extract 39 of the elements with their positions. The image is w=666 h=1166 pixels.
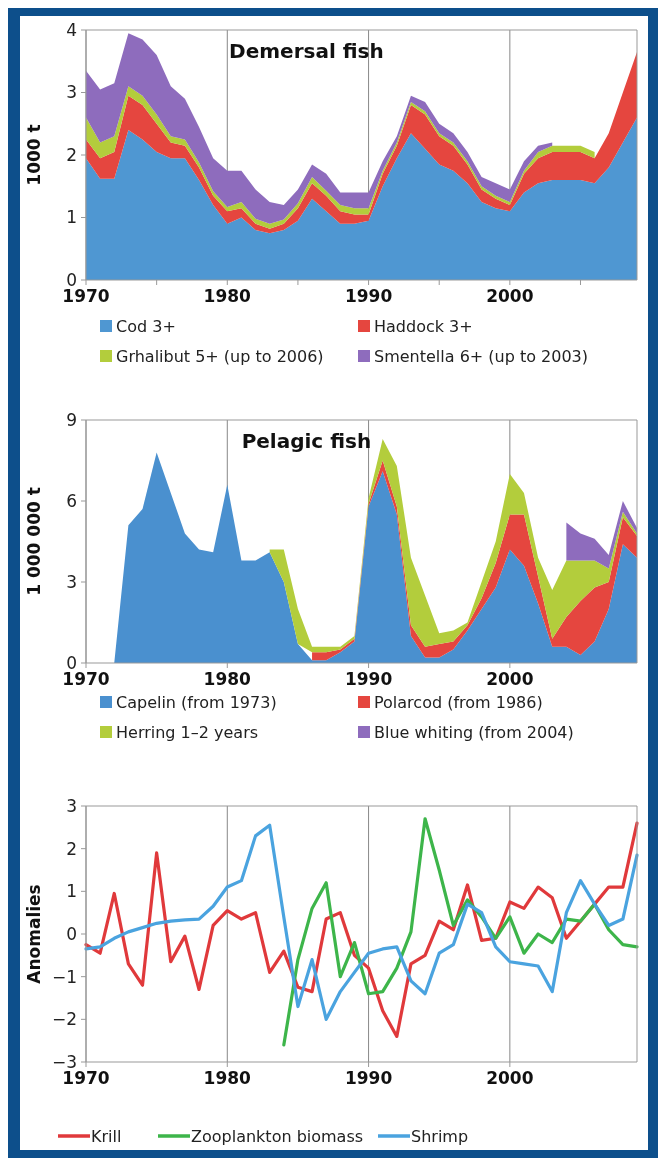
legend-label: Krill (91, 1126, 122, 1146)
legend-label: Grhalibut 5+ (up to 2006) (116, 346, 324, 366)
y-tick-label: −1 (51, 966, 77, 987)
legend-label: Capelin (from 1973) (116, 692, 277, 712)
text: Demersal fish (229, 39, 384, 63)
x-tick-label: 2000 (486, 669, 534, 689)
legend-label: Herring 1–2 years (116, 722, 259, 742)
legend-label: Shrimp (411, 1126, 469, 1146)
y-tick-label: 2 (66, 838, 77, 859)
y-tick-label: 3 (66, 571, 77, 592)
legend-label: Haddock 3+ (374, 316, 473, 336)
y-tick-label: 2 (66, 144, 77, 165)
y-tick-label: 9 (66, 409, 77, 430)
y-axis-title: Anomalies (24, 884, 44, 984)
x-tick-label: 1990 (344, 1068, 393, 1088)
legend-label: Zooplankton biomass (191, 1126, 364, 1146)
y-tick-label: −2 (51, 1009, 77, 1030)
x-tick-label: 1980 (203, 669, 252, 689)
text: Pelagic fish (241, 429, 372, 453)
legend-label: Polarcod (from 1986) (374, 692, 543, 712)
legend-label: Smentella 6+ (up to 2003) (374, 346, 589, 366)
y-axis-title: 1 000 000 t (24, 487, 44, 596)
y-axis-title: 1000 t (24, 124, 44, 186)
x-tick-label: 2000 (486, 1068, 534, 1088)
y-tick-label: 3 (66, 82, 77, 103)
y-tick-label: 0 (66, 923, 77, 944)
y-tick-label: 1 (66, 207, 77, 228)
legend-label: Cod 3+ (116, 316, 176, 336)
y-tick-label: 3 (66, 795, 77, 816)
x-tick-label: 2000 (486, 286, 534, 306)
legend-label: Blue whiting (from 2004) (374, 722, 574, 742)
x-tick-label: 1990 (344, 669, 393, 689)
line-series (282, 817, 639, 1047)
y-tick-label: 1 (66, 881, 77, 902)
x-tick-label: 1980 (203, 286, 252, 306)
x-tick-label: 1980 (203, 1068, 252, 1088)
x-tick-label: 1990 (344, 286, 393, 306)
y-tick-label: 4 (66, 19, 77, 40)
y-tick-label: 6 (66, 490, 77, 511)
